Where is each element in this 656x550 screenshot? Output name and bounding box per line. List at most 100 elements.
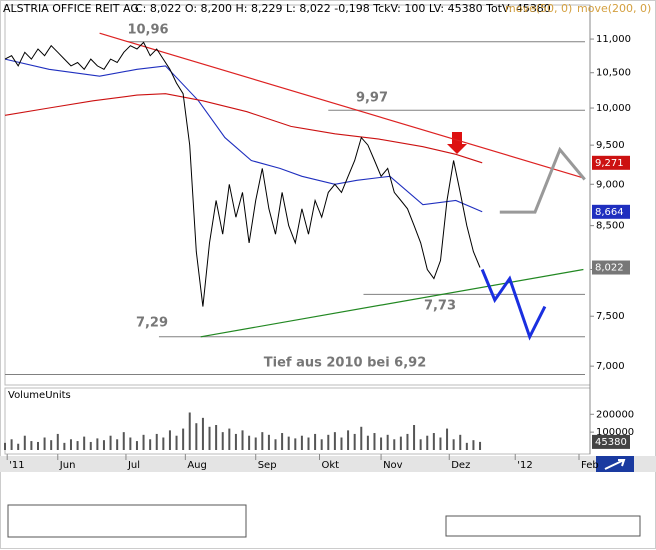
volume-bar: [188, 412, 191, 450]
volume-bar: [472, 440, 475, 450]
value-tag: [592, 204, 630, 219]
value-tag-label: 9,271: [595, 158, 624, 169]
legend-entry: move(200, 0): [577, 2, 651, 15]
url-box: [445, 515, 641, 537]
y-tick-label: 9,500: [596, 140, 625, 151]
y-tick-label: 7,000: [596, 361, 625, 372]
volume-bar: [83, 436, 86, 450]
volume-bar: [459, 434, 462, 450]
x-tick-label: Dez: [451, 460, 470, 471]
x-tick-label: Feb: [581, 460, 599, 471]
volume-bar: [69, 439, 72, 450]
x-tick-label: Okt: [321, 460, 339, 471]
volume-bar: [109, 435, 112, 450]
volume-bar: [380, 437, 383, 450]
level-label: 7,73: [424, 299, 456, 314]
chart-title: ALSTRIA OFFICE REIT AG: [3, 2, 139, 15]
trendline: [200, 268, 584, 338]
volume-bar: [333, 432, 336, 450]
y-tick-label: 11,000: [596, 34, 631, 45]
arrow: [447, 132, 467, 154]
volume-bar: [17, 443, 20, 450]
quote: C: 8,022 O: 8,200 H: 8,229 L: 8,022 -0,1…: [135, 2, 551, 15]
volume-bar: [419, 439, 422, 450]
level-label: 9,97: [356, 91, 388, 106]
volume-bar: [195, 423, 198, 450]
volume-bar: [386, 434, 389, 450]
y-tick-label: 7,500: [596, 311, 625, 322]
x-axis-band: [0, 456, 656, 472]
value-tag-label: 8,022: [595, 263, 624, 274]
x-tick-label: Jul: [127, 460, 140, 471]
volume-bar: [413, 425, 416, 450]
volume-bar: [168, 430, 171, 450]
volume-bar: [274, 439, 277, 450]
volume-bar: [23, 435, 26, 450]
price-panel: [4, 4, 591, 386]
volume-bar: [96, 438, 99, 450]
volume-bar: [294, 438, 297, 450]
volume-bar: [373, 433, 376, 450]
volume-bar: [406, 433, 409, 450]
volume-bar: [228, 428, 231, 450]
x-tick-label: '11: [9, 460, 24, 471]
x-tick-label: Sep: [258, 460, 277, 471]
volume-bar: [208, 426, 211, 450]
y-tick-label: 8,500: [596, 221, 625, 232]
volume-bar: [122, 432, 125, 450]
volume-bar: [135, 441, 138, 450]
volume-bar: [314, 433, 317, 450]
volume-bar: [366, 435, 369, 450]
volume-bar: [307, 437, 310, 450]
volume-bar: [393, 439, 396, 450]
volume-bar: [162, 437, 165, 450]
volume-bar: [353, 433, 356, 450]
volume-bar: [149, 439, 152, 450]
value-tag: [592, 260, 630, 275]
volume-bar: [50, 440, 53, 450]
moving-average: [4, 93, 483, 164]
value-tag: [592, 434, 630, 449]
volume-tick-label: 100000: [596, 427, 634, 438]
volume-bar: [465, 442, 468, 450]
y-tick-label: 9,000: [596, 179, 625, 190]
volume-bar: [399, 436, 402, 450]
volume-bar: [300, 435, 303, 450]
volume-bar: [56, 433, 59, 450]
scenario: [480, 268, 547, 341]
volume-bar: [261, 432, 264, 450]
volume-bar: [327, 434, 330, 450]
volume-bar: [36, 441, 39, 450]
volume-bar: [267, 434, 270, 450]
volume-bar: [182, 428, 185, 450]
volume-bar: [340, 437, 343, 450]
volume-bar: [360, 426, 363, 450]
y-tick-label: 10,500: [596, 68, 631, 79]
volume-bar: [155, 433, 158, 450]
volume-bar: [452, 439, 455, 450]
volume-bar: [248, 435, 251, 450]
legend-entry: move(50, 0): [505, 2, 572, 15]
volume-bar: [4, 442, 6, 450]
volume-bar: [43, 437, 46, 450]
volume-bar: [89, 441, 92, 450]
volume-bar: [221, 432, 224, 450]
volume-bar: [129, 437, 132, 450]
price-line: [4, 41, 481, 307]
moving-average: [4, 58, 483, 213]
icon-arrow: [604, 459, 626, 470]
volume-bar: [426, 435, 429, 450]
volume-bar: [76, 441, 79, 450]
x-tick-label: Nov: [383, 460, 403, 471]
volume-bar: [479, 441, 482, 450]
volume-bar: [439, 437, 442, 450]
volume-bar: [215, 425, 218, 450]
volume-bar: [116, 439, 119, 450]
volume-bar: [254, 437, 257, 450]
value-tag-label: 8,664: [595, 207, 624, 218]
value-tag-label: 45380: [595, 437, 627, 448]
volume-bar: [234, 433, 237, 450]
volume-bar: [201, 417, 204, 450]
level-label: 7,29: [136, 316, 168, 331]
x-tick-label: Aug: [187, 460, 207, 471]
